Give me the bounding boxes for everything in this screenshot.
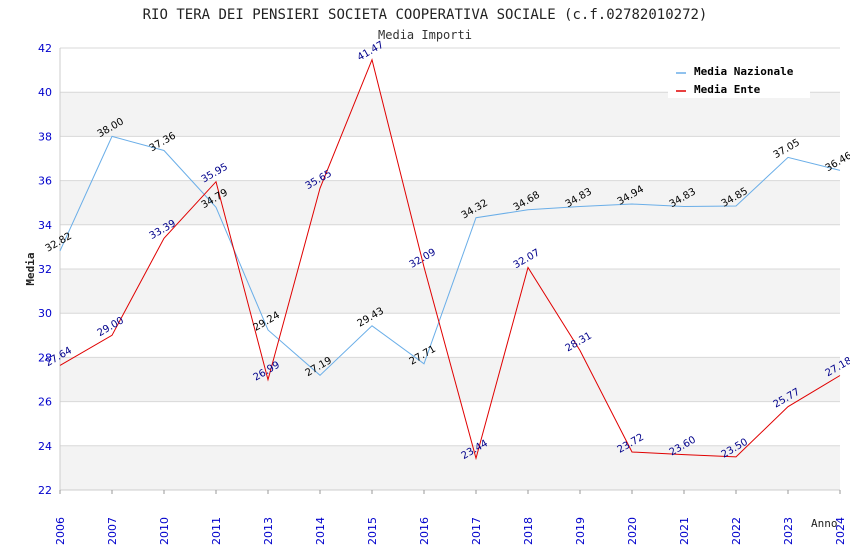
- x-tick-label: 2017: [470, 517, 483, 545]
- chart-title: RIO TERA DEI PENSIERI SOCIETA COOPERATIV…: [143, 7, 708, 23]
- x-tick-label: 2011: [210, 517, 223, 545]
- x-tick-label: 2021: [678, 517, 691, 545]
- y-tick-label: 30: [38, 307, 52, 320]
- data-label-nazionale: 36.46: [824, 150, 850, 174]
- x-tick-labels: 2006 2007 2010 2011 2013 2014 2015 2016 2017 2018…: [54, 490, 847, 545]
- x-tick-label: 2006: [54, 517, 67, 545]
- data-label-ente: 32.09: [408, 247, 438, 271]
- data-label-ente: 32.07: [512, 247, 542, 271]
- y-tick-label: 40: [38, 86, 52, 99]
- data-label-nazionale: 32.82: [44, 231, 74, 255]
- x-tick-label: 2007: [106, 517, 119, 545]
- x-tick-label: 2023: [782, 517, 795, 545]
- x-tick-label: 2010: [158, 517, 171, 545]
- y-tick-label: 34: [38, 219, 52, 232]
- y-tick-label: 22: [38, 484, 52, 497]
- x-tick-label: 2015: [366, 517, 379, 545]
- grid-band: [60, 92, 840, 136]
- data-label-ente: 41.47: [356, 40, 386, 64]
- chart-subtitle: Media Importi: [378, 28, 472, 42]
- y-tick-label: 42: [38, 42, 52, 55]
- legend-label-nazionale: Media Nazionale: [694, 65, 794, 78]
- y-tick-label: 24: [38, 440, 52, 453]
- x-tick-label: 2013: [262, 517, 275, 545]
- legend: Media Nazionale Media Ente: [668, 60, 810, 98]
- x-tick-label: 2022: [730, 517, 743, 545]
- x-tick-label: 2014: [314, 517, 327, 545]
- x-tick-label: 2016: [418, 517, 431, 545]
- x-tick-label: 2020: [626, 517, 639, 545]
- x-tick-label: 2018: [522, 517, 535, 545]
- y-tick-label: 36: [38, 175, 52, 188]
- data-label-ente: 28.31: [564, 330, 594, 354]
- legend-label-ente: Media Ente: [694, 83, 761, 96]
- series-line-nazionale: [60, 136, 840, 375]
- data-label-nazionale: 37.05: [772, 137, 802, 161]
- y-tick-label: 32: [38, 263, 52, 276]
- x-axis-label: Anno: [811, 517, 838, 530]
- y-tick-label: 26: [38, 396, 52, 409]
- y-axis-label: Media: [24, 252, 37, 285]
- y-tick-label: 38: [38, 130, 52, 143]
- x-tick-label: 2019: [574, 517, 587, 545]
